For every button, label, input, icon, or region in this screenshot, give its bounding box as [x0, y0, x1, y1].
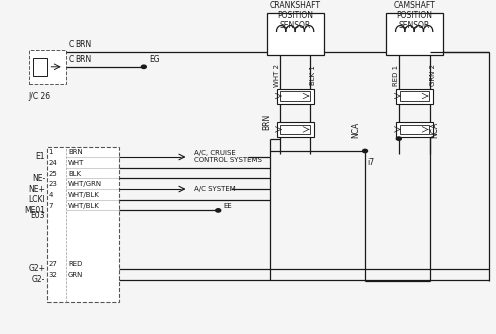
- Text: BRN: BRN: [75, 55, 92, 64]
- Circle shape: [363, 149, 368, 153]
- Text: 1: 1: [49, 149, 53, 155]
- Text: NCA: NCA: [430, 122, 439, 138]
- Text: 27: 27: [49, 261, 58, 267]
- Text: E1: E1: [36, 153, 45, 161]
- Text: C: C: [68, 40, 73, 49]
- Text: BRN: BRN: [68, 149, 83, 155]
- Text: 23: 23: [49, 181, 58, 187]
- Circle shape: [396, 137, 401, 140]
- Text: WHT 2: WHT 2: [274, 64, 280, 87]
- Text: EE: EE: [223, 203, 232, 209]
- Text: WHT/BLK: WHT/BLK: [68, 203, 100, 209]
- Text: CAMSHAFT
POSITION
SENSOR: CAMSHAFT POSITION SENSOR: [393, 1, 435, 30]
- Text: GRN 2: GRN 2: [430, 64, 435, 86]
- Text: BLK: BLK: [68, 171, 81, 177]
- Bar: [400, 125, 429, 134]
- Text: A/C, CRUISE
CONTROL SYSTEMS: A/C, CRUISE CONTROL SYSTEMS: [194, 151, 262, 163]
- Text: NE-: NE-: [32, 174, 45, 183]
- Bar: [396, 122, 433, 137]
- Text: 32: 32: [49, 272, 58, 278]
- Bar: [396, 89, 433, 104]
- Bar: [266, 13, 323, 55]
- Circle shape: [141, 65, 146, 68]
- Text: 7: 7: [49, 203, 53, 209]
- Text: WHT/BLK: WHT/BLK: [68, 192, 100, 198]
- Text: 25: 25: [49, 171, 58, 177]
- Text: BLK 1: BLK 1: [310, 65, 316, 85]
- Text: J/C 26: J/C 26: [28, 92, 51, 101]
- Bar: [47, 147, 119, 302]
- Bar: [400, 91, 429, 101]
- Text: LCKI: LCKI: [28, 195, 45, 204]
- Text: WHT/GRN: WHT/GRN: [68, 181, 102, 187]
- Bar: [281, 125, 310, 134]
- Text: NCA: NCA: [352, 122, 361, 138]
- Text: BRN: BRN: [75, 40, 92, 49]
- Text: NE+: NE+: [28, 185, 45, 193]
- Text: 24: 24: [49, 160, 58, 166]
- Bar: [34, 57, 48, 76]
- Text: A/C SYSTEM: A/C SYSTEM: [194, 186, 236, 192]
- Text: ME01: ME01: [24, 206, 45, 215]
- Bar: [28, 50, 65, 84]
- Text: EG: EG: [149, 55, 159, 64]
- Bar: [386, 13, 442, 55]
- Text: RED 1: RED 1: [393, 64, 399, 86]
- Text: G2+: G2+: [28, 265, 45, 273]
- Text: CRANKSHAFT
POSITION
SENSOR: CRANKSHAFT POSITION SENSOR: [270, 1, 320, 30]
- Text: C: C: [68, 55, 73, 64]
- Text: E03: E03: [31, 211, 45, 220]
- Text: RED: RED: [68, 261, 82, 267]
- Bar: [277, 89, 313, 104]
- Text: 4: 4: [49, 192, 53, 198]
- Text: WHT: WHT: [68, 160, 84, 166]
- Bar: [277, 122, 313, 137]
- Text: GRN: GRN: [68, 272, 83, 278]
- Circle shape: [216, 209, 221, 212]
- Text: i7: i7: [368, 158, 374, 167]
- Bar: [281, 91, 310, 101]
- Text: BRN: BRN: [262, 114, 271, 130]
- Text: G2-: G2-: [32, 275, 45, 284]
